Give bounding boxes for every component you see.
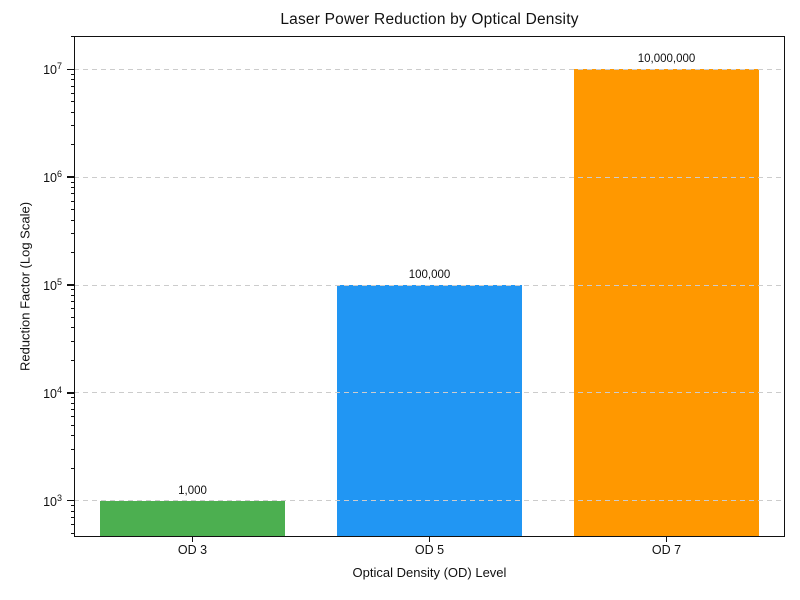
y-tick-minor (70, 505, 74, 507)
y-tick-minor (70, 36, 74, 38)
x-axis-label: Optical Density (OD) Level (352, 565, 507, 580)
x-tick-label: OD 3 (177, 543, 208, 557)
chart-title: Laser Power Reduction by Optical Density (280, 11, 579, 28)
bar-value-label: 1,000 (178, 484, 207, 497)
y-tick-minor (70, 340, 74, 342)
y-tick-minor (70, 424, 74, 426)
y-tick-minor (70, 327, 74, 329)
y-tick-label: 105 (43, 276, 62, 294)
y-tick-minor (70, 219, 74, 221)
y-tick-minor (70, 409, 74, 411)
y-tick-minor (70, 402, 74, 404)
y-tick-label: 107 (43, 61, 62, 78)
y-tick-label: 106 (43, 169, 62, 186)
y-tick-major (67, 176, 74, 178)
y-tick-minor (70, 359, 74, 361)
bar-value-label: 100,000 (408, 269, 451, 281)
y-tick-label: 103 (43, 492, 62, 509)
y-tick-minor (70, 181, 74, 183)
y-tick-minor (70, 435, 74, 437)
y-tick-minor (70, 448, 74, 450)
y-tick-major (67, 284, 74, 286)
y-tick-minor (70, 200, 74, 202)
y-tick-major (67, 68, 74, 71)
y-tick-minor (70, 92, 74, 94)
bar (337, 285, 522, 537)
y-tick-minor (70, 111, 74, 113)
bar-value-label: 10,000,000 (637, 53, 696, 66)
y-tick-minor (70, 187, 74, 189)
y-tick-minor (70, 73, 74, 75)
y-tick-minor (70, 252, 74, 254)
y-tick-major (67, 392, 74, 394)
x-tick (428, 537, 431, 542)
y-tick-minor (70, 144, 74, 146)
x-tick (665, 537, 668, 542)
bar (574, 69, 759, 537)
y-tick-minor (70, 79, 74, 81)
bar (100, 500, 285, 537)
y-tick-label: 104 (43, 384, 62, 401)
y-tick-minor (70, 510, 74, 512)
y-tick-minor (70, 101, 74, 103)
y-tick-minor (70, 85, 74, 87)
plot-area: 1,000 100,000 10,000,000 (74, 36, 785, 537)
y-tick-minor (70, 516, 74, 518)
y-gridline (74, 176, 785, 178)
y-tick-minor (70, 524, 74, 526)
y-tick-major (67, 499, 74, 502)
y-tick-minor (70, 301, 74, 303)
y-tick-minor (70, 532, 74, 534)
y-tick-minor (70, 125, 74, 127)
y-tick-minor (70, 308, 74, 310)
y-tick-minor (70, 289, 74, 291)
y-tick-minor (70, 397, 74, 399)
y-tick-minor (70, 416, 74, 418)
x-tick-label: OD 7 (651, 543, 682, 557)
y-tick-minor (70, 294, 74, 296)
y-tick-minor (70, 316, 74, 318)
y-gridline (74, 392, 785, 394)
x-tick (191, 537, 194, 542)
y-gridline (74, 68, 785, 70)
y-gridline (74, 284, 785, 286)
y-gridline (74, 500, 785, 502)
y-tick-minor (70, 467, 74, 469)
y-tick-minor (70, 193, 74, 195)
y-tick-minor (70, 233, 74, 235)
x-tick-label: OD 5 (414, 543, 445, 557)
y-tick-minor (70, 209, 74, 211)
